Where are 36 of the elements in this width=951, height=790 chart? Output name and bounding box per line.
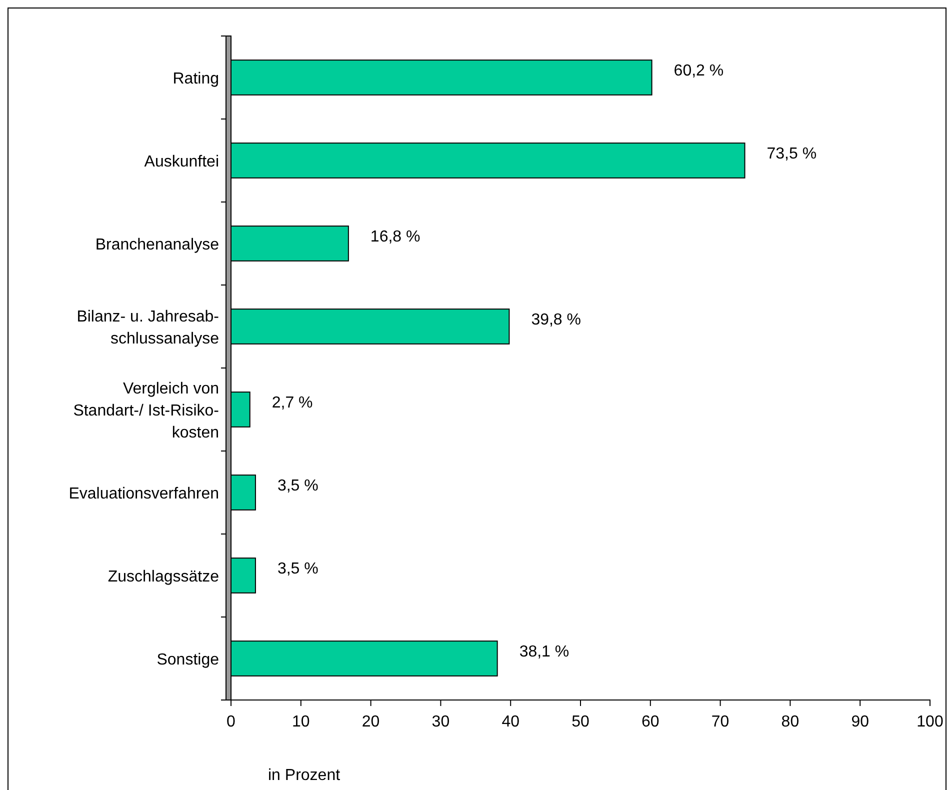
x-tick-label: 100	[916, 714, 944, 731]
data-label: 3,5 %	[277, 560, 318, 578]
bar	[230, 142, 746, 178]
data-label: 3,5 %	[277, 478, 318, 495]
x-tick-label: 30	[432, 714, 450, 731]
x-tick-label: 40	[502, 714, 520, 731]
data-label: 38,1 %	[519, 644, 570, 661]
y-tick-label: Auskunftei	[144, 154, 219, 170]
bar	[230, 60, 652, 96]
bar	[230, 640, 498, 676]
x-tick-label: 60	[642, 714, 660, 731]
bar	[230, 558, 256, 594]
y-tick-label: Branchenanalyse	[95, 236, 220, 254]
x-tick-label: 10	[292, 714, 310, 731]
y-tick-label: Sonstige	[156, 652, 220, 668]
x-tick-label: 90	[851, 714, 870, 731]
bar	[230, 392, 250, 428]
y-tick-label: Zuschlagssätze	[108, 568, 220, 586]
y-tick-label: Bilanz- u. Jahresab- schlussanalyse	[76, 308, 220, 348]
data-label: 60,2 %	[674, 62, 724, 80]
x-axis-title: in Prozent	[268, 767, 341, 784]
x-tick-label: 70	[711, 714, 730, 731]
y-tick-label: Evaluationsverfahren	[68, 486, 219, 502]
data-label: 39,8 %	[531, 312, 582, 329]
x-tick-label: 50	[572, 714, 590, 731]
bar	[230, 474, 256, 510]
x-tick-label: 0	[226, 714, 236, 731]
data-label: 73,5 %	[766, 146, 817, 163]
bar	[230, 308, 510, 344]
y-tick-label: Rating	[172, 70, 219, 88]
data-label: 16,8 %	[370, 228, 420, 246]
x-tick-label: 80	[781, 714, 800, 731]
bar	[230, 226, 349, 262]
data-label: 2,7 %	[272, 394, 313, 412]
y-tick-label: Vergleich von Standart-/ Ist-Risiko- kosten	[73, 380, 219, 442]
x-tick-label: 20	[362, 714, 380, 731]
